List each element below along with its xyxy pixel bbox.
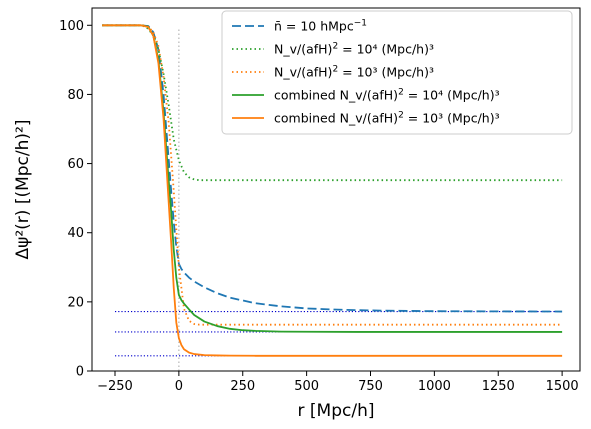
y-tick-label: 0 [76, 365, 84, 380]
plot-area [91, 7, 581, 372]
legend-entry-label: combined N_v/(afH)2 = 10³ (Mpc/h)³ [274, 111, 500, 126]
x-tick-label: 1500 [546, 379, 579, 394]
legend-entry-label: N_v/(afH)2 = 10³ (Mpc/h)³ [274, 65, 434, 80]
legend-box [221, 10, 573, 135]
y-tick-label: 80 [67, 88, 84, 103]
y-axis-label: Δψ²(r) [(Mpc/h)²] [13, 120, 33, 260]
y-axis: 0 20 40 60 80 100 [59, 19, 92, 380]
legend-entry-label: n̄ = 10 hMpc−1 [274, 19, 367, 34]
legend-entry-label: N_v/(afH)2 = 10⁴ (Mpc/h)³ [274, 42, 434, 57]
x-tick-label: 0 [175, 379, 183, 394]
x-tick-label: 250 [230, 379, 255, 394]
series-lines [102, 24, 563, 357]
x-tick-label: −250 [97, 379, 133, 394]
x-tick-label: 750 [358, 379, 383, 394]
legend: n̄ = 10 hMpc−1 N_v/(afH)2 = 10⁴ (Mpc/h)³ N… [221, 10, 573, 135]
x-tick-label: 1000 [418, 379, 451, 394]
axes-frame [91, 7, 581, 372]
reference-lines [114, 28, 563, 371]
x-tick-label: 500 [294, 379, 319, 394]
series-line-1 [102, 24, 563, 313]
y-tick-label: 20 [67, 295, 84, 310]
x-axis-label: r [Mpc/h] [298, 401, 375, 421]
x-axis: −250 0 250 500 750 1000 1250 1500 [97, 371, 579, 394]
legend-entry-label: combined N_v/(afH)2 = 10⁴ (Mpc/h)³ [274, 88, 500, 103]
y-tick-label: 60 [67, 157, 84, 172]
x-tick-label: 1250 [482, 379, 515, 394]
series-line-5 [102, 24, 563, 357]
y-tick-label: 40 [67, 226, 84, 241]
y-tick-label: 100 [59, 19, 84, 34]
